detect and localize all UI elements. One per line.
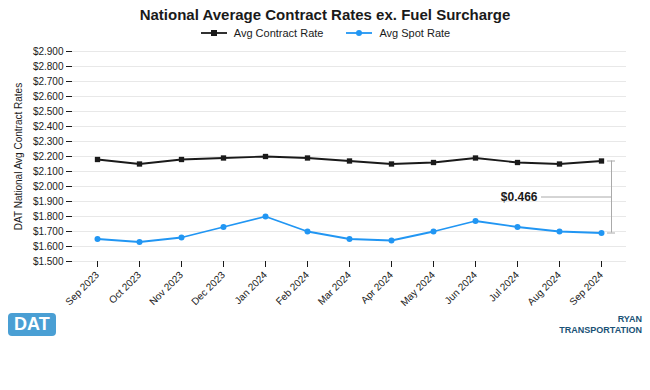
- html-text:Avg Spot Rate: Avg Spot Rate: [379, 27, 451, 39]
- html-text:RYAN TRANSPORTATION: RYAN TRANSPORTATION: [559, 314, 642, 336]
- svg-text:Apr 2024: Apr 2024: [359, 269, 396, 306]
- svg-text:$2.800: $2.800: [33, 61, 64, 72]
- svg-text:$2.900: $2.900: [33, 46, 64, 57]
- svg-text:$0.466: $0.466: [501, 190, 538, 204]
- svg-text:$2.100: $2.100: [33, 166, 64, 177]
- svg-text:$2.600: $2.600: [33, 91, 64, 102]
- svg-text:$2.500: $2.500: [33, 106, 64, 117]
- svg-text:Nov 2023: Nov 2023: [147, 269, 185, 307]
- svg-text:Aug 2024: Aug 2024: [525, 269, 563, 307]
- svg-text:$1.900: $1.900: [33, 196, 64, 207]
- svg-text:Dec 2023: Dec 2023: [189, 269, 227, 307]
- html-text:DAT: DAT: [14, 314, 50, 334]
- svg-text:$1.700: $1.700: [33, 226, 64, 237]
- svg-text:$2.700: $2.700: [33, 76, 64, 87]
- svg-text:Jan 2024: Jan 2024: [232, 269, 269, 306]
- svg-text:Oct 2023: Oct 2023: [107, 269, 144, 306]
- svg-text:$1.800: $1.800: [33, 211, 64, 222]
- html-text:Avg Contract Rate: Avg Contract Rate: [233, 27, 324, 39]
- svg-text:Jul 2024: Jul 2024: [487, 269, 522, 304]
- svg-text:Jun 2024: Jun 2024: [442, 269, 479, 306]
- svg-text:DAT National Avg Contract Rate: DAT National Avg Contract Rates: [13, 83, 24, 230]
- html-text:National Average Contract Rate: National Average Contract Rates ex. Fuel…: [139, 6, 511, 23]
- svg-text:$1.600: $1.600: [33, 241, 64, 252]
- svg-text:$1.500: $1.500: [33, 256, 64, 267]
- svg-text:$2.200: $2.200: [33, 151, 64, 162]
- svg-text:May 2024: May 2024: [398, 269, 437, 308]
- svg-text:$2.300: $2.300: [33, 136, 64, 147]
- svg-text:Sep 2024: Sep 2024: [567, 269, 605, 307]
- svg-text:Mar 2024: Mar 2024: [316, 269, 354, 307]
- svg-text:$2.000: $2.000: [33, 181, 64, 192]
- svg-text:Sep 2023: Sep 2023: [63, 269, 101, 307]
- svg-text:Feb 2024: Feb 2024: [274, 269, 312, 307]
- svg-text:$2.400: $2.400: [33, 121, 64, 132]
